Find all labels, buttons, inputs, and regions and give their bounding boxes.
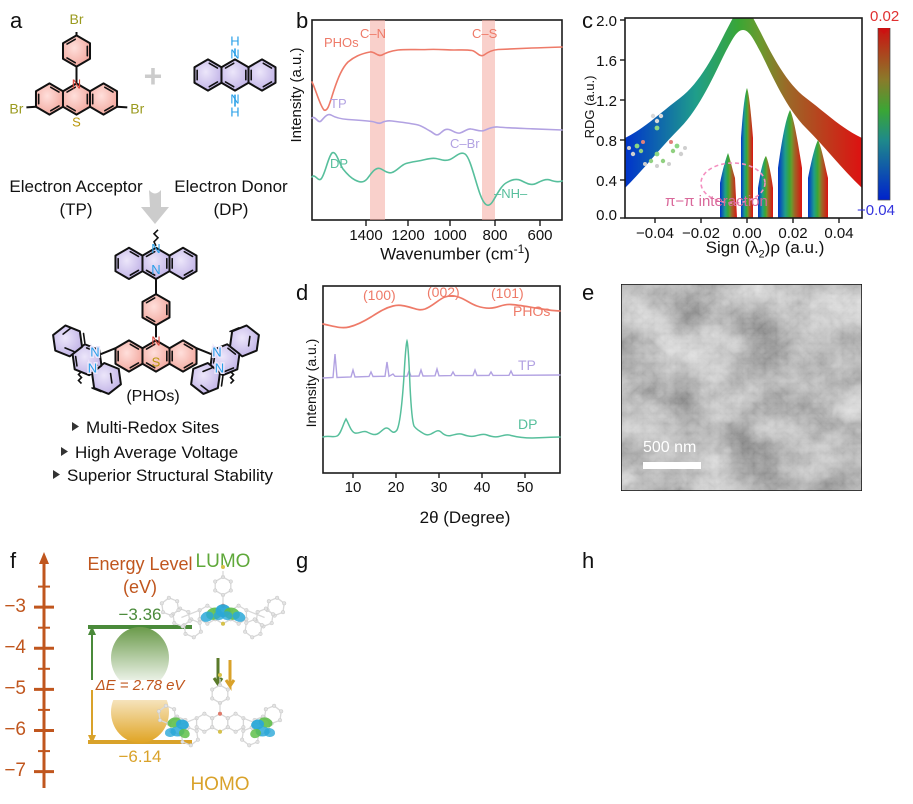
svg-text:0.0: 0.0 [596, 207, 617, 224]
svg-text:TP: TP [518, 357, 536, 373]
svg-text:(eV): (eV) [123, 577, 157, 597]
svg-text:N: N [90, 345, 99, 360]
svg-text:10: 10 [345, 479, 362, 496]
svg-text:Br: Br [70, 11, 84, 27]
svg-text:+: + [144, 58, 163, 94]
svg-text:–NH–: –NH– [494, 186, 528, 201]
svg-text:−3.36: −3.36 [118, 605, 161, 624]
svg-text:(101): (101) [491, 285, 524, 301]
svg-text:N: N [151, 241, 160, 256]
svg-text:−5: −5 [4, 678, 26, 699]
svg-text:40: 40 [474, 479, 491, 496]
svg-text:−3: −3 [4, 596, 26, 617]
svg-text:0.4: 0.4 [596, 173, 617, 190]
svg-text:N: N [151, 262, 160, 277]
svg-text:2.0: 2.0 [596, 13, 617, 30]
svg-text:Energy Level: Energy Level [87, 554, 192, 574]
svg-text:(002): (002) [427, 284, 460, 300]
svg-text:(TP): (TP) [59, 200, 92, 219]
svg-text:Electron Acceptor: Electron Acceptor [9, 177, 143, 196]
svg-text:N: N [212, 345, 221, 360]
svg-text:Electron Donor: Electron Donor [174, 177, 288, 196]
svg-text:HOMO: HOMO [190, 774, 249, 795]
svg-text:H: H [230, 105, 239, 120]
svg-text:−6.14: −6.14 [118, 747, 161, 766]
svg-text:Br: Br [9, 100, 23, 116]
svg-text:S: S [72, 115, 81, 130]
svg-text:π−π interaction: π−π interaction [665, 193, 768, 210]
svg-text:H: H [230, 33, 239, 48]
svg-text:−7: −7 [4, 760, 26, 781]
svg-text:C–S: C–S [472, 26, 498, 41]
svg-text:N: N [72, 76, 81, 91]
svg-text:−6: −6 [4, 719, 26, 740]
svg-text:N: N [215, 361, 224, 376]
svg-text:(PHOs): (PHOs) [126, 388, 179, 405]
svg-text:(100): (100) [363, 287, 396, 303]
svg-text:(DP): (DP) [214, 200, 249, 219]
svg-text:S: S [152, 355, 161, 370]
svg-text:PHOs: PHOs [513, 303, 550, 319]
svg-text:50: 50 [517, 479, 534, 496]
svg-text:TP: TP [330, 96, 347, 111]
svg-text:Br: Br [130, 100, 144, 116]
svg-text:−4: −4 [4, 637, 26, 658]
svg-text:ΔE = 2.78 eV: ΔE = 2.78 eV [95, 677, 187, 694]
svg-text:20: 20 [388, 479, 405, 496]
svg-text:30: 30 [431, 479, 448, 496]
svg-text:1.2: 1.2 [596, 93, 617, 110]
svg-text:DP: DP [518, 416, 537, 432]
svg-text:1.6: 1.6 [596, 53, 617, 70]
svg-text:0.8: 0.8 [596, 133, 617, 150]
svg-text:N: N [88, 361, 97, 376]
svg-text:C–Br: C–Br [450, 136, 480, 151]
svg-text:500 nm: 500 nm [643, 439, 696, 456]
svg-text:DP: DP [330, 156, 348, 171]
svg-text:C–N: C–N [360, 26, 386, 41]
svg-text:PHOs: PHOs [324, 35, 359, 50]
